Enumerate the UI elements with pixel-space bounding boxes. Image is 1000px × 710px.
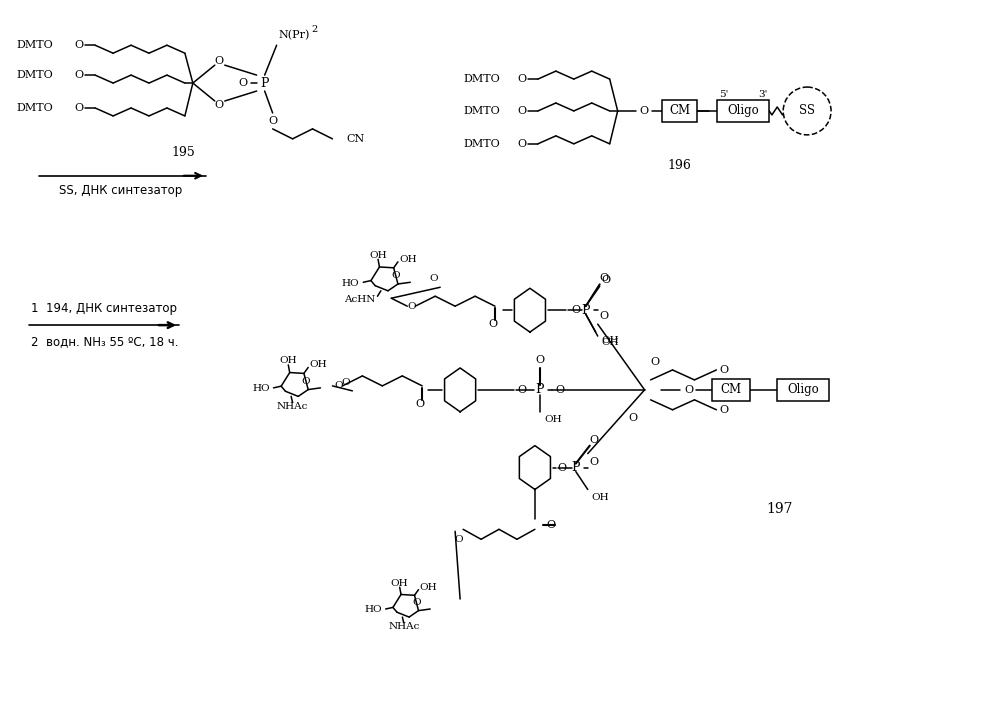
Text: O: O: [571, 305, 580, 315]
Text: O: O: [455, 535, 463, 544]
Text: 3': 3': [759, 89, 768, 99]
FancyBboxPatch shape: [717, 100, 769, 122]
Text: 197: 197: [766, 503, 792, 516]
Text: 2  водн. NH₃ 55 ºC, 18 ч.: 2 водн. NH₃ 55 ºC, 18 ч.: [31, 336, 179, 349]
Text: OH: OH: [399, 255, 417, 264]
Text: HO: HO: [365, 606, 382, 614]
Text: CM: CM: [669, 104, 690, 117]
Text: CM: CM: [721, 383, 742, 396]
Text: O: O: [684, 385, 693, 395]
Text: 196: 196: [668, 159, 691, 173]
Text: O: O: [628, 413, 637, 422]
Text: Oligo: Oligo: [787, 383, 819, 396]
Text: O: O: [412, 599, 421, 607]
Text: OH: OH: [592, 493, 609, 502]
FancyBboxPatch shape: [712, 379, 750, 401]
FancyBboxPatch shape: [662, 100, 697, 122]
Text: O: O: [214, 100, 223, 110]
Text: DMTO: DMTO: [16, 70, 53, 80]
Text: OH: OH: [279, 356, 297, 365]
Text: OH: OH: [310, 361, 327, 369]
Text: O: O: [341, 378, 350, 388]
Text: O: O: [407, 302, 416, 311]
Text: P: P: [536, 383, 544, 396]
Text: DMTO: DMTO: [16, 103, 53, 113]
Text: O: O: [546, 520, 555, 530]
Text: CN: CN: [346, 134, 365, 144]
Text: O: O: [430, 274, 438, 283]
Text: O: O: [416, 399, 425, 409]
Text: 2: 2: [312, 25, 318, 34]
Text: SS, ДНК синтезатор: SS, ДНК синтезатор: [59, 184, 183, 197]
Text: O: O: [214, 56, 223, 66]
Text: OH: OH: [602, 336, 619, 344]
Text: HO: HO: [342, 278, 360, 288]
FancyBboxPatch shape: [777, 379, 829, 401]
Text: 195: 195: [171, 146, 195, 159]
Text: OH: OH: [369, 251, 387, 260]
Text: O: O: [517, 139, 527, 149]
Text: OH: OH: [602, 337, 619, 346]
Text: O: O: [639, 106, 648, 116]
Text: SS: SS: [799, 104, 815, 117]
Text: O: O: [488, 319, 498, 329]
Text: NHAc: NHAc: [277, 402, 308, 411]
Text: O: O: [391, 271, 400, 280]
Text: O: O: [75, 40, 84, 50]
Text: O: O: [517, 74, 527, 84]
Text: AcHN: AcHN: [344, 295, 376, 304]
Text: O: O: [75, 103, 84, 113]
Text: DMTO: DMTO: [463, 74, 500, 84]
Text: O: O: [720, 365, 729, 375]
Text: DMTO: DMTO: [463, 106, 500, 116]
Text: Oligo: Oligo: [727, 104, 759, 117]
Text: O: O: [599, 273, 608, 283]
Text: O: O: [601, 275, 610, 285]
Text: P: P: [582, 304, 590, 317]
Text: OH: OH: [544, 415, 562, 425]
Text: O: O: [720, 405, 729, 415]
Text: DMTO: DMTO: [463, 139, 500, 149]
Text: P: P: [260, 77, 269, 89]
Text: O: O: [589, 435, 598, 444]
Text: 5': 5': [719, 89, 728, 99]
Text: O: O: [238, 78, 247, 88]
Text: O: O: [302, 377, 310, 386]
Text: O: O: [589, 457, 598, 466]
Text: OH: OH: [420, 583, 437, 591]
Text: O: O: [75, 70, 84, 80]
Text: O: O: [599, 311, 608, 321]
Text: HO: HO: [252, 384, 270, 393]
Text: O: O: [555, 385, 564, 395]
Text: O: O: [334, 381, 343, 391]
Text: O: O: [557, 462, 566, 473]
Text: OH: OH: [391, 579, 408, 588]
Text: O: O: [650, 357, 659, 367]
Text: DMTO: DMTO: [16, 40, 53, 50]
Text: N(Pr): N(Pr): [279, 30, 310, 40]
Text: O: O: [268, 116, 277, 126]
Text: O: O: [517, 106, 527, 116]
Text: O: O: [535, 355, 544, 365]
Text: 1  194, ДНК синтезатор: 1 194, ДНК синтезатор: [31, 302, 177, 315]
Text: P: P: [572, 461, 580, 474]
Text: NHAc: NHAc: [388, 622, 419, 631]
Circle shape: [783, 87, 831, 135]
Text: O: O: [517, 385, 527, 395]
